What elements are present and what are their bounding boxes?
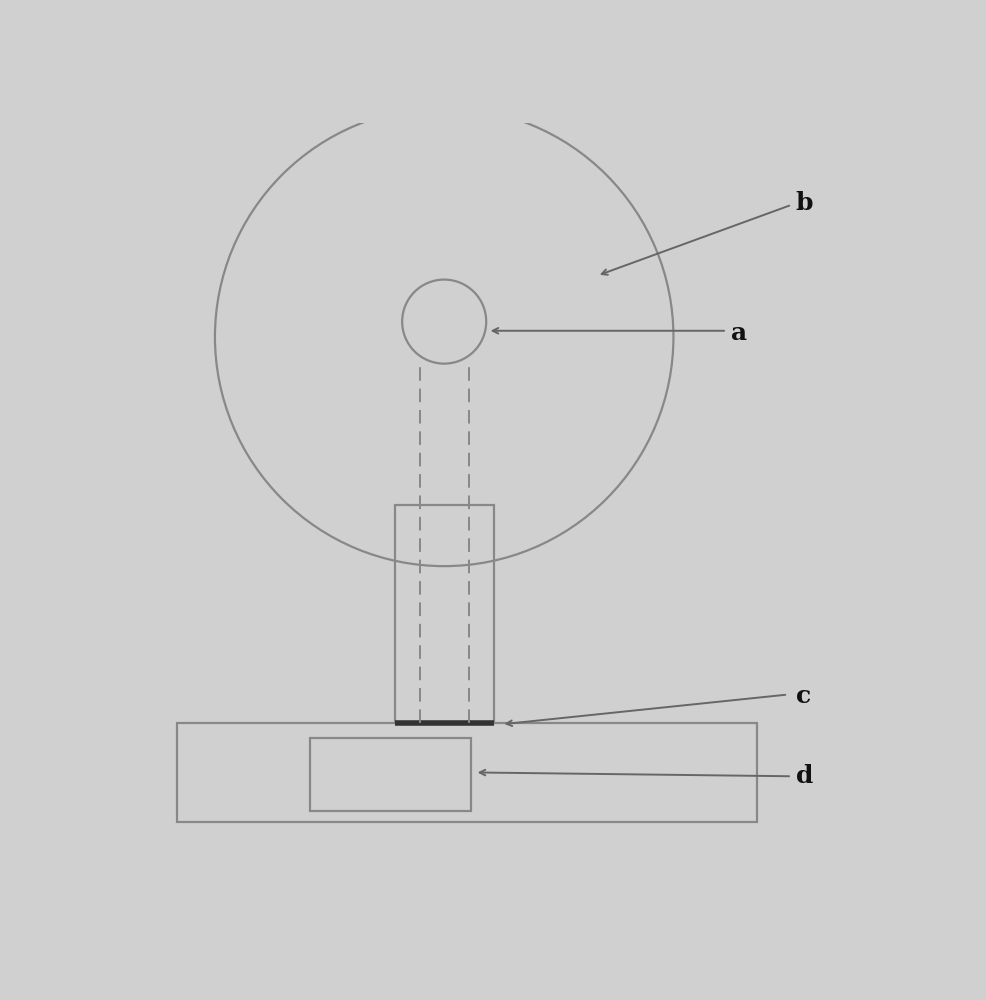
Text: d: d [796, 764, 813, 788]
Bar [311, 738, 471, 811]
Text: a: a [731, 321, 746, 345]
Bar [176, 723, 757, 822]
Text: b: b [796, 191, 813, 215]
Bar [394, 505, 494, 723]
Text: c: c [796, 684, 810, 708]
